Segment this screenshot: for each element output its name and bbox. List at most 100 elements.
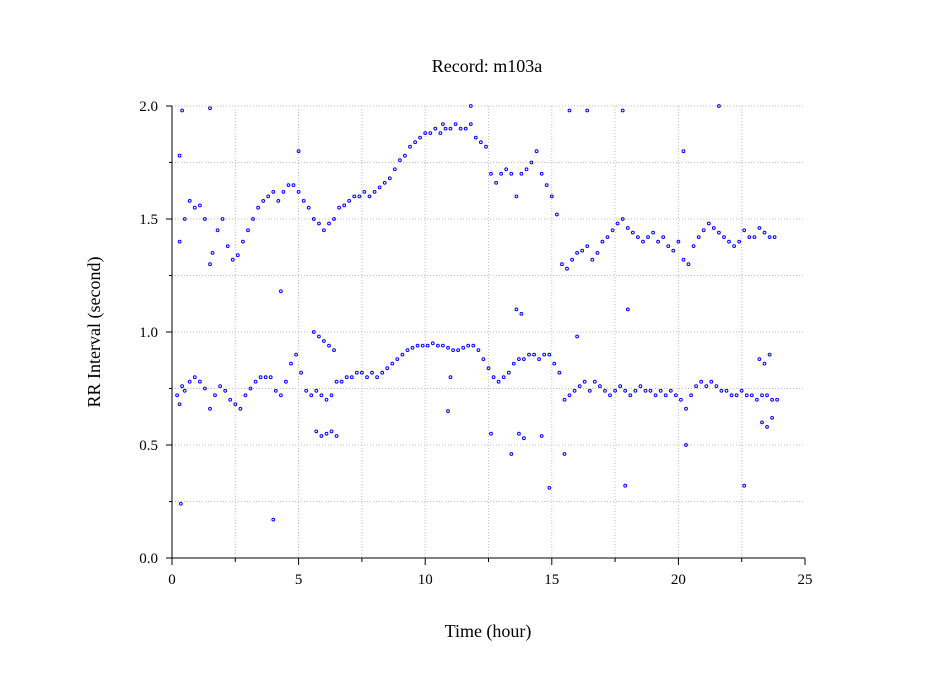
data-point bbox=[608, 393, 612, 398]
data-point bbox=[671, 248, 676, 253]
data-point bbox=[332, 348, 336, 353]
data-point bbox=[742, 228, 747, 233]
data-point bbox=[438, 131, 443, 136]
data-point bbox=[203, 217, 207, 221]
data-point bbox=[506, 370, 511, 375]
data-point bbox=[339, 379, 344, 384]
data-point bbox=[377, 185, 382, 190]
data-point bbox=[625, 226, 630, 230]
data-points bbox=[175, 104, 779, 522]
data-point bbox=[362, 190, 367, 194]
data-point bbox=[585, 244, 590, 249]
data-point bbox=[268, 375, 273, 380]
data-point bbox=[744, 393, 749, 398]
data-point bbox=[294, 352, 299, 357]
data-point bbox=[762, 361, 767, 366]
data-point bbox=[311, 217, 316, 221]
data-point bbox=[306, 205, 311, 210]
data-point bbox=[251, 217, 255, 221]
data-point bbox=[352, 194, 357, 199]
data-point bbox=[208, 406, 212, 411]
data-point bbox=[375, 375, 380, 380]
data-point bbox=[615, 221, 620, 226]
data-point bbox=[243, 393, 248, 398]
data-point bbox=[304, 388, 309, 393]
data-point bbox=[357, 194, 362, 199]
data-point bbox=[539, 434, 544, 438]
data-point bbox=[517, 357, 521, 362]
data-point bbox=[436, 343, 440, 348]
data-point bbox=[567, 393, 572, 398]
data-point bbox=[562, 397, 567, 402]
data-point bbox=[327, 343, 331, 348]
data-point bbox=[263, 375, 268, 380]
data-point bbox=[256, 205, 261, 210]
data-point bbox=[261, 199, 266, 203]
data-point bbox=[284, 379, 288, 384]
data-point bbox=[342, 203, 347, 208]
data-point bbox=[691, 244, 696, 249]
data-point bbox=[717, 230, 721, 235]
data-point bbox=[684, 443, 688, 447]
data-point bbox=[643, 388, 648, 393]
data-point bbox=[509, 452, 514, 456]
data-point bbox=[299, 370, 304, 375]
data-point bbox=[653, 393, 658, 398]
data-point bbox=[473, 135, 478, 140]
data-point bbox=[296, 149, 301, 154]
data-point bbox=[679, 397, 683, 402]
data-point bbox=[314, 429, 319, 434]
data-point bbox=[496, 379, 501, 384]
data-point bbox=[324, 431, 329, 436]
data-point bbox=[213, 393, 217, 398]
data-point bbox=[582, 379, 587, 384]
data-point bbox=[443, 126, 448, 131]
data-point bbox=[441, 122, 445, 126]
data-point bbox=[547, 486, 552, 490]
data-point bbox=[625, 307, 630, 312]
data-point bbox=[276, 199, 281, 203]
data-point bbox=[463, 126, 468, 131]
data-point bbox=[266, 194, 271, 199]
data-point bbox=[385, 366, 390, 371]
data-point bbox=[575, 334, 579, 339]
data-point bbox=[509, 171, 514, 176]
data-point bbox=[757, 357, 762, 362]
data-point bbox=[198, 203, 202, 208]
data-point bbox=[319, 393, 324, 398]
data-point bbox=[354, 370, 359, 375]
data-point bbox=[519, 312, 524, 316]
data-point bbox=[620, 217, 625, 221]
y-tick-label: 1.0 bbox=[139, 325, 158, 341]
data-point bbox=[549, 194, 554, 199]
x-tick-label: 10 bbox=[418, 572, 433, 588]
data-point bbox=[372, 190, 377, 194]
data-point bbox=[182, 217, 187, 221]
data-point bbox=[666, 244, 671, 249]
data-point bbox=[441, 343, 445, 348]
data-point bbox=[271, 517, 276, 522]
data-point bbox=[560, 262, 564, 267]
data-point bbox=[681, 149, 686, 154]
data-point bbox=[547, 352, 552, 357]
data-point bbox=[628, 393, 633, 398]
data-point bbox=[537, 357, 541, 362]
data-point bbox=[398, 158, 402, 163]
x-tick-label: 15 bbox=[544, 572, 559, 588]
data-point bbox=[182, 388, 187, 393]
data-point bbox=[522, 436, 526, 441]
data-point bbox=[686, 262, 691, 267]
data-point bbox=[344, 375, 349, 380]
x-tick-label: 0 bbox=[168, 572, 176, 588]
y-tick-label: 1.5 bbox=[139, 212, 158, 228]
data-point bbox=[539, 171, 544, 176]
data-point bbox=[425, 343, 430, 348]
data-point bbox=[633, 388, 638, 393]
data-point bbox=[430, 341, 435, 346]
data-point bbox=[658, 388, 663, 393]
data-point bbox=[233, 402, 238, 407]
data-point bbox=[337, 205, 342, 210]
data-point bbox=[279, 393, 283, 398]
x-tick-label: 20 bbox=[671, 572, 686, 588]
y-axis-label: RR Interval (second) bbox=[84, 257, 105, 408]
